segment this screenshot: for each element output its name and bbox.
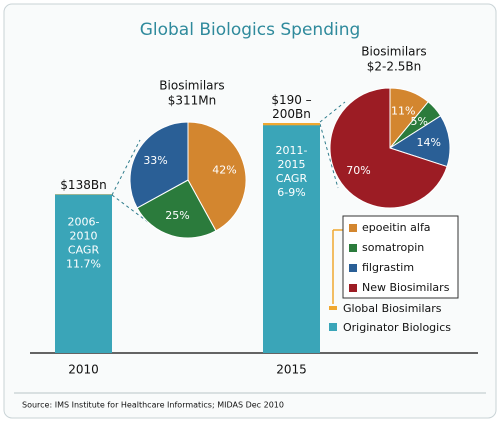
x-tick-label: 2010 xyxy=(68,363,99,377)
legend-label: New Biosimilars xyxy=(362,281,450,294)
legend-swatch xyxy=(329,306,337,310)
x-tick-label: 2015 xyxy=(276,363,307,377)
legend-swatch xyxy=(349,244,357,252)
legend-label: epoeitin alfa xyxy=(362,221,431,234)
source: Source: IMS Institute for Healthcare Inf… xyxy=(22,401,284,410)
pie-title: Biosimilars xyxy=(159,79,224,93)
legend-label: filgrastim xyxy=(362,261,414,274)
legend-swatch xyxy=(349,284,357,292)
slice-label: 11% xyxy=(391,104,415,117)
bar xyxy=(263,123,320,353)
pie-slice xyxy=(329,87,448,209)
pie-slice xyxy=(187,121,247,232)
legend-swatch xyxy=(349,224,357,232)
connectors xyxy=(111,101,346,226)
bar-note: CAGR xyxy=(276,172,308,185)
slice-label: 42% xyxy=(212,164,236,177)
pie-slice xyxy=(129,121,189,209)
bar xyxy=(55,194,112,353)
slice-label: 33% xyxy=(143,154,167,167)
legend-box xyxy=(342,215,459,299)
slice-label: 14% xyxy=(416,136,440,149)
bar-note: 11.7% xyxy=(66,257,101,270)
bar-note: CAGR xyxy=(68,243,100,256)
pie-slice xyxy=(136,179,217,239)
bar-note: 2011- xyxy=(276,144,308,157)
legend-label: Originator Biologics xyxy=(343,321,451,334)
pie-slice xyxy=(388,115,451,168)
pie-title: Biosimilars xyxy=(361,45,426,59)
legend-swatch xyxy=(329,323,337,331)
value-label: $138Bn xyxy=(60,178,107,193)
pie-title: $2-2.5Bn xyxy=(367,60,422,74)
slice-label: 25% xyxy=(165,209,189,222)
bar-note: 6-9% xyxy=(277,186,305,199)
chart-title: Global Biologics Spending xyxy=(140,20,361,40)
pie-title: $311Mn xyxy=(168,94,217,108)
bar-segment xyxy=(263,123,320,126)
value-label: $190 – 200Bn xyxy=(271,93,312,121)
legend-label: somatropin xyxy=(362,241,424,254)
bar-note: 2006- xyxy=(68,215,100,228)
slice-label: 70% xyxy=(346,164,370,177)
legend-label: Global Biosimilars xyxy=(343,302,442,315)
bar-note: 2010 xyxy=(70,229,98,242)
legend-swatch xyxy=(349,264,357,272)
slice-label: 5% xyxy=(411,115,428,128)
bar-note: 2015 xyxy=(278,158,306,171)
